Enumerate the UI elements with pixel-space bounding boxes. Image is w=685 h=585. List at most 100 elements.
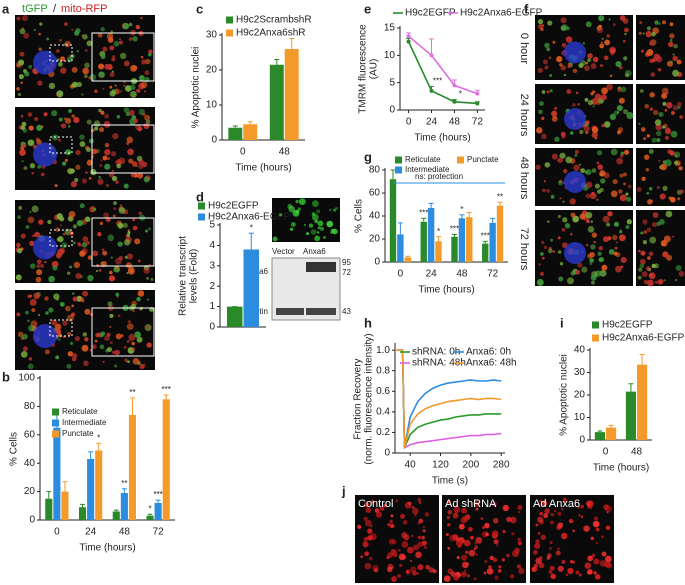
micrograph-speck bbox=[98, 269, 102, 272]
legend-label: H9c2Anxa6shR bbox=[236, 28, 305, 39]
micrograph-speck bbox=[108, 275, 116, 282]
micrograph-speck bbox=[651, 137, 657, 143]
bar bbox=[458, 218, 466, 262]
micrograph-speck bbox=[538, 109, 543, 115]
micrograph-speck bbox=[132, 225, 138, 231]
micrograph-speck bbox=[68, 125, 71, 128]
micrograph-speck bbox=[544, 65, 549, 70]
y-tick-label: 0 bbox=[579, 435, 585, 446]
micrograph-speck bbox=[585, 181, 593, 189]
micrograph-speck bbox=[102, 360, 105, 363]
row-label: 72 hours bbox=[3, 310, 15, 353]
y-tick-label: 40 bbox=[574, 345, 586, 356]
micrograph-speck bbox=[77, 242, 81, 246]
micrograph-speck bbox=[104, 142, 110, 148]
legend-label: Anxa6: 48h bbox=[466, 358, 517, 369]
micrograph-speck bbox=[28, 125, 34, 131]
micrograph-speck bbox=[580, 168, 586, 174]
micrograph-speck bbox=[672, 235, 675, 238]
micrograph-speck bbox=[590, 220, 593, 223]
x-axis-label: Time (s) bbox=[432, 476, 468, 487]
micrograph-speck bbox=[100, 26, 105, 32]
micrograph-speck bbox=[415, 551, 422, 559]
micrograph-speck bbox=[319, 226, 324, 231]
micrograph-speck bbox=[18, 92, 22, 97]
micrograph-speck bbox=[109, 85, 113, 89]
micrograph-speck bbox=[128, 22, 133, 27]
micrograph-speck bbox=[569, 560, 574, 564]
micrograph-speck bbox=[662, 101, 667, 106]
micrograph-speck bbox=[92, 344, 97, 350]
legend-swatch bbox=[52, 419, 59, 427]
row-label: 0 hour bbox=[3, 42, 15, 74]
micrograph-speck bbox=[123, 60, 130, 67]
micrograph-speck bbox=[564, 223, 571, 229]
micrograph-speck bbox=[34, 117, 39, 122]
y-tick-label: 0.8 bbox=[376, 365, 390, 376]
y-tick-label: 20 bbox=[369, 234, 381, 245]
micrograph-speck bbox=[100, 159, 103, 162]
micrograph-speck bbox=[536, 127, 543, 134]
micrograph-speck bbox=[610, 190, 618, 198]
micrograph-speck bbox=[596, 101, 600, 106]
micrograph-speck bbox=[518, 511, 521, 514]
micrograph-speck bbox=[25, 225, 30, 229]
micrograph-speck bbox=[410, 534, 414, 538]
micrograph-speck bbox=[591, 126, 599, 134]
micrograph-speck bbox=[83, 360, 89, 367]
micrograph-speck bbox=[117, 314, 121, 318]
micrograph-speck bbox=[106, 332, 111, 337]
micrograph-speck bbox=[540, 252, 544, 256]
micrograph-speck bbox=[657, 68, 662, 72]
micrograph-speck bbox=[16, 242, 21, 248]
significance: * bbox=[97, 433, 100, 442]
micrograph-speck bbox=[577, 103, 580, 106]
micrograph-speck bbox=[626, 196, 632, 202]
legend-swatch bbox=[52, 430, 59, 438]
micrograph-speck bbox=[641, 49, 644, 53]
micrograph-speck bbox=[107, 37, 114, 43]
micrograph-speck bbox=[20, 115, 24, 118]
micrograph-speck bbox=[417, 521, 421, 525]
micrograph-speck bbox=[150, 278, 154, 281]
x-tick-label: 48 bbox=[456, 269, 468, 280]
micrograph-speck bbox=[84, 48, 88, 52]
micrograph-speck bbox=[539, 499, 542, 503]
micrograph-speck bbox=[492, 517, 499, 524]
micrograph-speck bbox=[546, 47, 551, 52]
significance: * bbox=[437, 227, 440, 236]
micrograph-speck bbox=[88, 176, 92, 180]
micrograph-speck bbox=[656, 130, 662, 137]
micrograph-speck bbox=[67, 332, 72, 336]
micrograph-speck bbox=[79, 250, 86, 257]
micrograph-speck bbox=[649, 236, 657, 244]
panel-label: a bbox=[2, 1, 10, 16]
micrograph-speck bbox=[616, 157, 623, 165]
micrograph-speck bbox=[139, 363, 145, 370]
micrograph-speck bbox=[474, 542, 477, 545]
nucleus bbox=[33, 142, 57, 167]
x-tick-label: 48 bbox=[279, 147, 291, 158]
micrograph-speck bbox=[539, 271, 544, 276]
micrograph-speck bbox=[58, 323, 61, 327]
micrograph-speck bbox=[107, 234, 115, 242]
micrograph-speck bbox=[644, 154, 650, 160]
micrograph-speck bbox=[491, 530, 499, 537]
micrograph-speck bbox=[29, 163, 36, 169]
micrograph-speck bbox=[55, 227, 61, 232]
micrograph-speck bbox=[143, 90, 147, 93]
micrograph-speck bbox=[298, 198, 306, 206]
micrograph-speck bbox=[15, 274, 22, 281]
micrograph-speck bbox=[541, 188, 546, 193]
micrograph-speck bbox=[389, 519, 393, 524]
micrograph-speck bbox=[57, 138, 61, 142]
micrograph-speck bbox=[475, 553, 478, 556]
micrograph-speck bbox=[127, 148, 134, 156]
micrograph-speck bbox=[618, 189, 623, 194]
significance: * bbox=[250, 223, 253, 232]
bar bbox=[112, 511, 120, 520]
micrograph-speck bbox=[67, 271, 71, 275]
micrograph-speck bbox=[36, 124, 43, 131]
micrograph-speck bbox=[506, 516, 512, 523]
bar bbox=[228, 127, 243, 140]
